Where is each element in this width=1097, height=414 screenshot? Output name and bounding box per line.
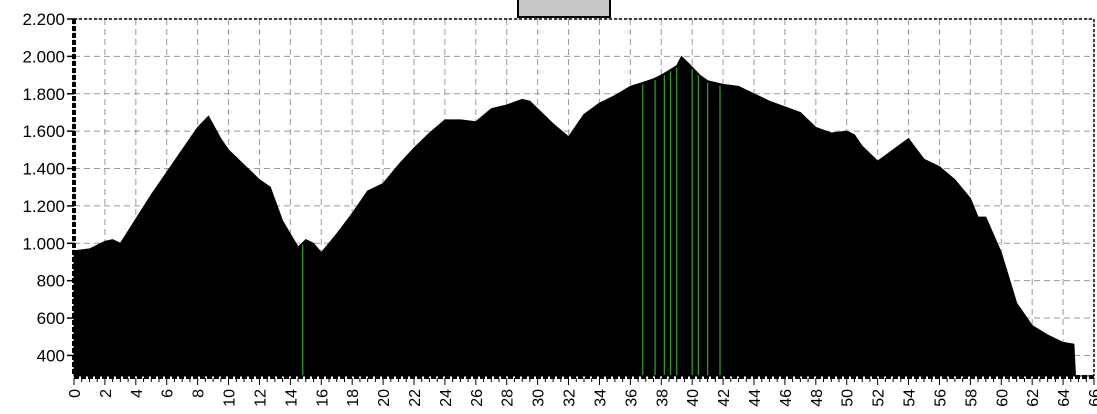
x-tick-label: 8 [191,389,208,398]
top-button[interactable] [517,0,611,18]
x-tick-label: 0 [67,389,84,398]
x-tick-label: 64 [1056,389,1073,407]
x-tick-label: 42 [716,389,733,407]
x-tick-label: 58 [963,389,980,407]
y-tick-label: 400 [37,346,65,365]
x-tick-label: 24 [438,389,455,407]
y-tick-label: 800 [37,272,65,291]
x-tick-label: 18 [345,389,362,407]
x-tick-label: 54 [902,389,919,407]
x-tick-label: 6 [160,389,177,398]
y-tick-label: 1.000 [22,234,65,253]
x-tick-label: 36 [623,389,640,407]
elevation-area [73,55,1094,377]
y-tick-label: 2.000 [22,47,65,66]
x-tick-label: 22 [407,389,424,407]
y-tick-label: 1.400 [22,160,65,179]
y-tick-label: 2.200 [22,10,65,29]
x-tick-label: 34 [592,389,609,407]
y-tick-label: 600 [37,309,65,328]
x-tick-label: 30 [531,389,548,407]
x-tick-label: 56 [932,389,949,407]
x-tick-label: 28 [500,389,517,407]
x-tick-label: 12 [252,389,269,407]
x-tick-label: 26 [469,389,486,407]
x-tick-label: 20 [376,389,393,407]
x-tick-label: 46 [778,389,795,407]
x-tick-label: 44 [747,389,764,407]
x-tick-label: 32 [562,389,579,407]
x-tick-label: 50 [840,389,857,407]
x-tick-label: 62 [1025,389,1042,407]
x-tick-label: 14 [283,389,300,407]
x-tick-label: 38 [654,389,671,407]
x-tick-label: 60 [994,389,1011,407]
x-tick-label: 10 [222,389,239,407]
x-tick-label: 16 [314,389,331,407]
x-tick-label: 2 [98,389,115,398]
x-tick-label: 52 [871,389,888,407]
y-tick-label: 1.600 [22,122,65,141]
y-tick-label: 1.200 [22,197,65,216]
x-tick-label: 48 [809,389,826,407]
x-tick-label: 40 [685,389,702,407]
x-tick-label: 4 [129,389,146,398]
x-tick-label: 66 [1087,389,1097,407]
y-tick-label: 1.800 [22,85,65,104]
